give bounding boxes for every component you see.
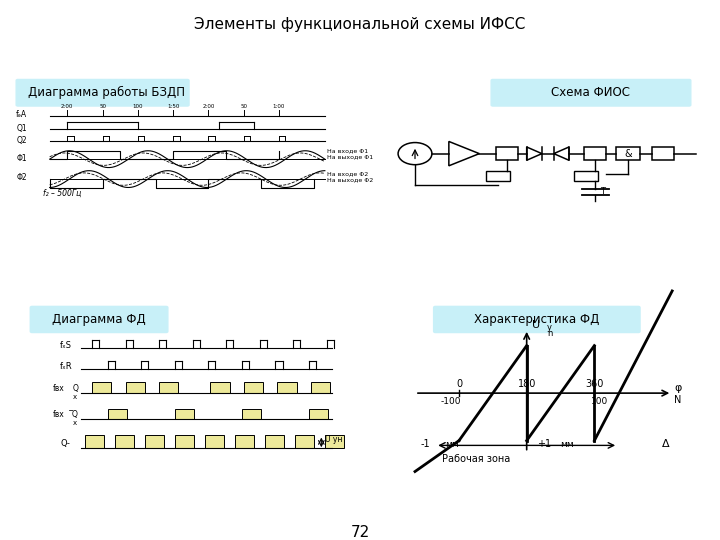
Text: 1:50: 1:50	[167, 104, 179, 109]
Bar	[243, 382, 263, 393]
Text: 100: 100	[591, 397, 608, 406]
Text: Схема ФИОС: Схема ФИОС	[552, 86, 631, 99]
Text: Q-: Q-	[60, 438, 70, 448]
Bar	[265, 435, 284, 448]
Bar	[652, 147, 674, 160]
Text: мм: мм	[446, 440, 459, 449]
Text: f₂ – 500Гц: f₂ – 500Гц	[42, 188, 81, 198]
Bar	[584, 147, 606, 160]
Bar	[616, 147, 640, 160]
Bar	[125, 382, 145, 393]
Text: 2:00: 2:00	[61, 104, 73, 109]
Bar	[311, 382, 330, 393]
Bar	[205, 435, 225, 448]
Bar	[235, 435, 254, 448]
Bar	[486, 171, 510, 181]
Text: Элементы функциональной схемы ИФСС: Элементы функциональной схемы ИФСС	[194, 17, 526, 32]
Text: +1: +1	[536, 438, 551, 449]
Text: Q1: Q1	[16, 124, 27, 133]
Text: 50: 50	[240, 104, 247, 109]
Text: Диаграмма ФД: Диаграмма ФД	[52, 313, 146, 326]
Text: fₓR: fₓR	[60, 362, 73, 372]
Text: 180: 180	[518, 379, 536, 389]
Bar	[325, 435, 344, 448]
Text: ̅Q: ̅Q	[73, 410, 78, 419]
FancyBboxPatch shape	[491, 79, 690, 106]
Text: U: U	[532, 320, 540, 330]
Text: Φ1: Φ1	[16, 153, 27, 163]
FancyBboxPatch shape	[16, 79, 189, 106]
Text: -1: -1	[420, 438, 430, 449]
Bar	[175, 409, 194, 419]
Text: 100: 100	[132, 104, 143, 109]
Bar	[574, 171, 598, 181]
Text: &: &	[624, 148, 632, 159]
Bar	[309, 409, 328, 419]
Text: 2:00: 2:00	[202, 104, 215, 109]
Text: На входе Φ2: На входе Φ2	[327, 171, 368, 176]
Text: Φ2: Φ2	[16, 173, 27, 183]
Text: 50: 50	[99, 104, 106, 109]
Text: На выходе Φ2: На выходе Φ2	[327, 178, 373, 183]
Text: fвх: fвх	[53, 384, 65, 393]
Text: На входе Φ1: На входе Φ1	[327, 148, 368, 153]
Text: На выходе Φ1: На выходе Φ1	[327, 154, 373, 159]
Text: fₔА: fₔА	[16, 110, 27, 119]
Text: Q: Q	[73, 384, 78, 393]
Bar	[92, 382, 112, 393]
Text: Диаграмма работы БЗДП: Диаграмма работы БЗДП	[27, 86, 184, 99]
Text: N: N	[674, 395, 681, 404]
Bar	[277, 382, 297, 393]
Text: 1:00: 1:00	[273, 104, 285, 109]
FancyBboxPatch shape	[30, 306, 168, 333]
Text: 0: 0	[456, 379, 462, 389]
Bar	[175, 435, 194, 448]
Bar	[85, 435, 104, 448]
FancyBboxPatch shape	[433, 306, 640, 333]
Bar	[159, 382, 179, 393]
Text: Q2: Q2	[16, 136, 27, 145]
Text: Δ: Δ	[662, 438, 670, 449]
Text: x: x	[73, 420, 77, 426]
Text: n: n	[547, 329, 552, 338]
Text: y: y	[547, 323, 552, 332]
Text: U ун: U ун	[325, 435, 343, 444]
Text: fₓS: fₓS	[60, 341, 72, 350]
Bar	[210, 382, 230, 393]
Bar	[145, 435, 164, 448]
Bar	[295, 435, 315, 448]
Text: fвх: fвх	[53, 410, 65, 419]
Text: x: x	[73, 394, 77, 400]
Bar	[242, 409, 261, 419]
Text: -100: -100	[441, 397, 461, 406]
Bar	[108, 409, 127, 419]
Text: φ: φ	[674, 383, 681, 393]
Text: мм: мм	[560, 440, 575, 449]
Text: 360: 360	[585, 379, 603, 389]
Bar	[115, 435, 135, 448]
Bar	[496, 147, 518, 160]
Text: 72: 72	[351, 525, 369, 540]
Text: Рабочая зона: Рабочая зона	[442, 454, 510, 464]
Text: Характеристика ФД: Характеристика ФД	[474, 313, 600, 326]
Text: T: T	[600, 187, 606, 196]
